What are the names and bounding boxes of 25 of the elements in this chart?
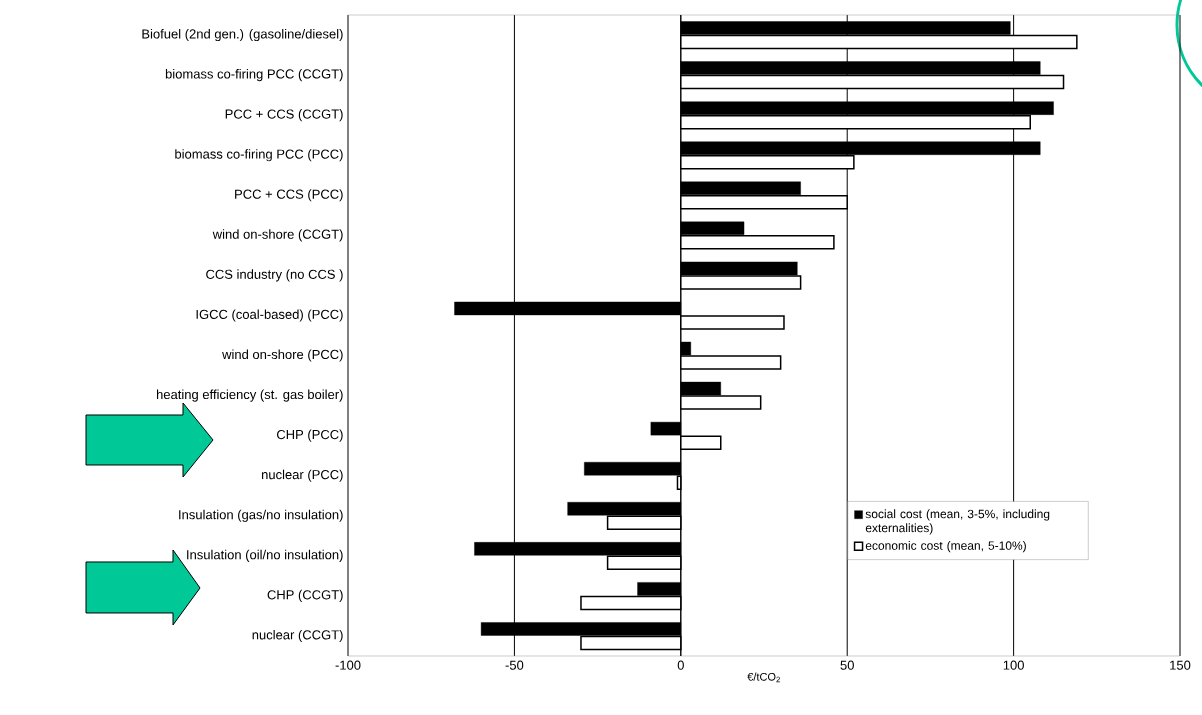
- y-tick-label: biomass co-firing PCC (PCC): [175, 149, 343, 162]
- x-tick-label: 50: [840, 660, 854, 670]
- y-tick-label: biomass co-firing PCC (CCGT): [165, 69, 343, 82]
- y-tick-label: nuclear (CCGT): [252, 629, 343, 643]
- legend-label: social cost (mean, 3-5%, including externalities): [865, 509, 1050, 535]
- x-tick-label: -100: [335, 660, 361, 670]
- y-tick-label: IGCC (coal-based) (PCC): [196, 309, 343, 322]
- x-tick-label: -50: [505, 660, 524, 670]
- x-axis-title: €/tCO$_{2}$: [747, 672, 780, 683]
- y-tick-label: heating efficiency (st. gas boiler): [156, 389, 343, 402]
- legend-label: economic cost (mean, 5-10%): [865, 541, 1026, 553]
- y-tick-label: Biofuel (2nd gen.) (gasoline/diesel): [142, 28, 343, 42]
- y-tick-label: nuclear (PCC): [261, 469, 343, 482]
- x-tick-label: 100: [1003, 660, 1024, 670]
- y-tick-label: CHP (CCGT): [267, 589, 343, 602]
- y-tick-label: wind on-shore (CCGT): [212, 229, 343, 242]
- y-tick-label: CHP (PCC): [276, 429, 343, 442]
- y-tick-label: CCS industry (no CCS ): [206, 269, 343, 282]
- y-tick-label: PCC + CCS (CCGT): [225, 109, 343, 122]
- y-tick-label: wind on-shore (PCC): [222, 349, 343, 362]
- y-tick-label: PCC + CCS (PCC): [235, 189, 343, 202]
- y-tick-label: Insulation (gas/no insulation): [179, 509, 343, 522]
- x-tick-label: 150: [1170, 660, 1191, 670]
- y-tick-label: Insulation (oil/no insulation): [187, 549, 343, 562]
- x-tick-label: 0: [677, 660, 684, 670]
